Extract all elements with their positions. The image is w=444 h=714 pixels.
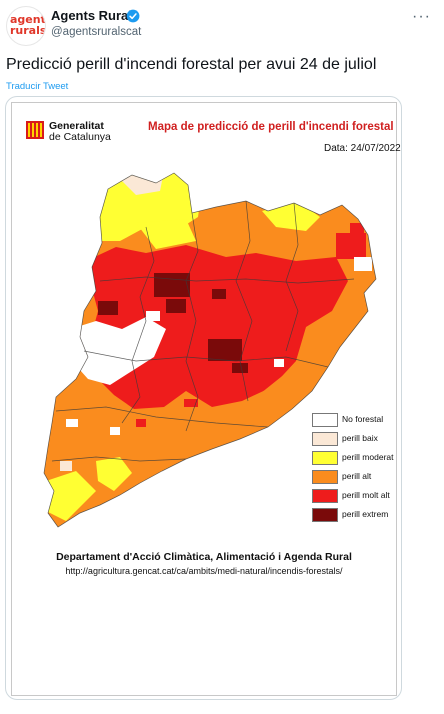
translate-tweet-link[interactable]: Traducir Tweet [6, 81, 69, 92]
legend-swatch [312, 508, 338, 522]
legend-swatch [312, 451, 338, 465]
tweet-header: agents rurals Agents Rurals @agentsrural… [0, 0, 444, 50]
legend-swatch [312, 432, 338, 446]
author-handle[interactable]: @agentsruralscat [51, 26, 142, 38]
verified-badge-icon [126, 9, 140, 23]
org-name-line1: Generalitat [49, 120, 104, 132]
legend-label: perill moderat [342, 452, 394, 462]
gencat-logo-icon [26, 121, 44, 139]
legend-swatch [312, 470, 338, 484]
map-date: Data: 24/07/2022 [324, 143, 401, 154]
legend-label: No forestal [342, 414, 384, 424]
department-name: Departament d'Acció Climàtica, Alimentac… [56, 551, 352, 563]
avatar-text-2: rurals [10, 24, 46, 37]
map-title: Mapa de predicció de perill d'incendi fo… [148, 121, 394, 133]
tweet-text: Predicció perill d'incendi forestal per … [6, 56, 377, 73]
legend-label: perill alt [342, 471, 372, 481]
tweet-media-card[interactable]: Generalitat de Catalunya Mapa de predicc… [5, 96, 402, 700]
legend-label: perill extrem [342, 509, 389, 519]
fire-risk-map-image: Generalitat de Catalunya Mapa de predicc… [11, 102, 401, 696]
more-dots-icon[interactable]: ··· [412, 8, 431, 25]
department-url: http://agricultura.gencat.cat/ca/ambits/… [65, 566, 343, 576]
legend-label: perill molt alt [342, 490, 390, 500]
author-name[interactable]: Agents Rurals [51, 8, 140, 23]
avatar-text-1: agents [10, 13, 46, 26]
legend-label: perill baix [342, 433, 378, 443]
org-name-line2: de Catalunya [49, 131, 111, 143]
avatar[interactable]: agents rurals [6, 6, 46, 46]
catalonia-risk-map [43, 172, 377, 528]
legend-swatch [312, 489, 338, 503]
legend-swatch [312, 413, 338, 427]
